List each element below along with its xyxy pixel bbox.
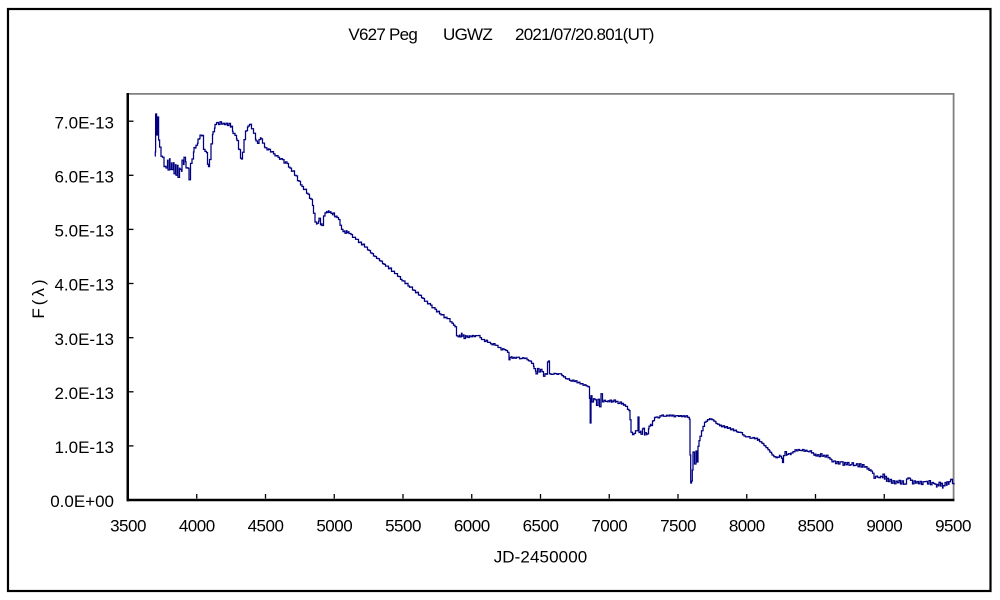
svg-text:F(λ): F(λ) — [29, 276, 48, 318]
svg-text:4500: 4500 — [248, 517, 284, 536]
svg-text:9000: 9000 — [866, 517, 902, 536]
svg-text:7000: 7000 — [591, 517, 627, 536]
svg-text:7.0E-13: 7.0E-13 — [54, 113, 114, 132]
svg-text:3500: 3500 — [110, 517, 146, 536]
svg-text:4.0E-13: 4.0E-13 — [54, 276, 114, 295]
svg-text:8500: 8500 — [798, 517, 834, 536]
svg-text:5.0E-13: 5.0E-13 — [54, 222, 114, 241]
svg-text:3.0E-13: 3.0E-13 — [54, 330, 114, 349]
svg-text:6500: 6500 — [523, 517, 559, 536]
svg-text:1.0E-13: 1.0E-13 — [54, 438, 114, 457]
svg-text:4000: 4000 — [179, 517, 215, 536]
svg-text:7500: 7500 — [660, 517, 696, 536]
svg-text:JD-2450000: JD-2450000 — [494, 548, 588, 567]
svg-text:9500: 9500 — [935, 517, 971, 536]
svg-text:5000: 5000 — [316, 517, 352, 536]
svg-text:0.0E+00: 0.0E+00 — [50, 492, 114, 511]
svg-text:8000: 8000 — [729, 517, 765, 536]
svg-text:6.0E-13: 6.0E-13 — [54, 168, 114, 187]
svg-text:5500: 5500 — [385, 517, 421, 536]
svg-text:2.0E-13: 2.0E-13 — [54, 384, 114, 403]
svg-text:6000: 6000 — [454, 517, 490, 536]
